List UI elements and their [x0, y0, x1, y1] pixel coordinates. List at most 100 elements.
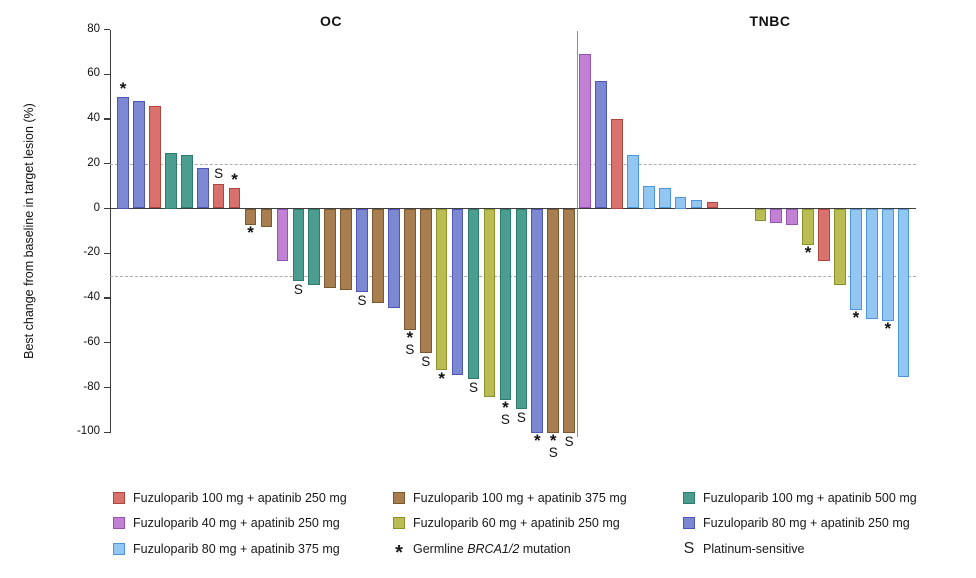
bar-annotation: * [120, 80, 127, 97]
bar-annotation: * [884, 319, 892, 339]
y-axis-tick-label: 0 [93, 201, 100, 214]
legend-label: Fuzuloparib 80 mg + apatinib 375 mg [133, 541, 340, 556]
platinum-sensitive-mark: S [357, 293, 367, 309]
patient-bar [324, 209, 336, 288]
bar-annotation: * [438, 370, 445, 387]
patient-bar [228, 188, 241, 209]
patient-bar [499, 209, 512, 400]
patient-bar [467, 209, 480, 380]
y-axis-tick-label: 60 [87, 67, 100, 80]
patient-bar [404, 209, 416, 331]
legend-label: Fuzuloparib 100 mg + apatinib 250 mg [133, 490, 347, 505]
patient-bar [260, 209, 273, 228]
y-axis-tick [103, 73, 110, 75]
y-axis-line [109, 29, 111, 433]
patient-bar [706, 201, 719, 209]
platinum-sensitive-mark: S [564, 434, 574, 450]
bar-annotation: S [294, 283, 303, 297]
patient-bar [133, 101, 145, 209]
y-axis-tick-label: -60 [83, 335, 100, 348]
brca-mutation-mark: * [533, 431, 541, 451]
patient-bar [563, 209, 575, 434]
legend-item-fuzu100-apa500: Fuzuloparib 100 mg + apatinib 500 mg [683, 489, 953, 506]
patient-bar [595, 80, 607, 209]
legend-swatch-teal [683, 491, 695, 504]
y-axis-tick-label: 80 [87, 22, 100, 35]
legend-label: Platinum-sensitive [703, 541, 805, 556]
legend: Fuzuloparib 100 mg + apatinib 250 mg Fuz… [113, 489, 953, 564]
patient-bar [435, 209, 448, 371]
legend-label: Fuzuloparib 100 mg + apatinib 375 mg [413, 490, 627, 505]
patient-bar [658, 188, 671, 209]
legend-item-fuzu40-apa250: Fuzuloparib 40 mg + apatinib 250 mg [113, 515, 393, 532]
patient-bar [372, 209, 384, 304]
patient-bar [181, 154, 193, 209]
platinum-sensitive-mark: S [293, 282, 303, 297]
legend-swatch-orchid [113, 517, 125, 529]
y-axis-tick [103, 297, 110, 299]
asterisk-icon: * [395, 541, 403, 564]
patient-bar [196, 168, 209, 209]
y-axis-tick-label: -40 [83, 291, 100, 303]
patient-bar [212, 183, 225, 209]
bar-annotation: * [853, 309, 860, 326]
bar-annotation: * S [500, 397, 510, 427]
legend-label: Fuzuloparib 40 mg + apatinib 250 mg [133, 516, 340, 530]
brca-mutation-mark: * [502, 397, 509, 417]
reference-dashed-line [110, 275, 916, 277]
patient-bar [866, 209, 878, 320]
patient-bar [165, 152, 177, 209]
legend-label: Fuzuloparib 100 mg + apatinib 500 mg [703, 490, 917, 505]
patient-bar [356, 209, 368, 293]
legend-swatch-lightblue [113, 542, 125, 555]
patient-bar [834, 209, 846, 286]
legend-swatch-red [113, 491, 125, 504]
bar-annotation: * S [405, 329, 415, 358]
panel-separator-line [577, 31, 578, 437]
patient-bar [531, 209, 544, 434]
panel-title-oc: OC [320, 13, 342, 29]
y-axis-tick [103, 386, 110, 389]
legend-item-fuzu100-apa250: Fuzuloparib 100 mg + apatinib 250 mg [113, 489, 393, 506]
bar-annotation: S [421, 354, 430, 369]
patient-bar [897, 209, 910, 378]
legend-item-brca-mutation: * Germline BRCA1/2 mutation [393, 540, 683, 564]
y-axis-tick-label: -20 [83, 246, 100, 259]
patient-bar [643, 186, 655, 209]
patient-bar [292, 209, 305, 281]
platinum-sensitive-mark: S [516, 409, 526, 425]
patient-bar [117, 96, 129, 209]
reference-dashed-line [110, 163, 916, 165]
brca-mutation-mark: * [884, 319, 892, 339]
bar-annotation: S [565, 435, 574, 449]
platinum-sensitive-mark: S [405, 342, 415, 358]
patient-bar [690, 199, 703, 209]
legend-swatch-brown [393, 491, 405, 504]
legend-item-platinum-sensitive: S Platinum-sensitive [683, 540, 953, 557]
brca-mutation-mark: * [231, 170, 238, 190]
patient-bar [818, 209, 830, 261]
legend-item-fuzu100-apa375: Fuzuloparib 100 mg + apatinib 375 mg [393, 489, 683, 506]
legend-label: Fuzuloparib 60 mg + apatinib 250 mg [413, 516, 620, 530]
platinum-sensitive-mark: S [214, 165, 224, 181]
patient-bar [627, 154, 639, 209]
y-axis-tick [103, 431, 110, 433]
legend-label: Fuzuloparib 80 mg + apatinib 250 mg [703, 516, 910, 530]
bar-annotation: * [533, 431, 541, 451]
y-axis-title: Best change from baseline in target lesi… [22, 103, 36, 359]
legend-item-fuzu80-apa375: Fuzuloparib 80 mg + apatinib 375 mg [113, 540, 393, 557]
patient-bar [149, 105, 161, 209]
brca-mutation-mark: * [247, 223, 254, 243]
patient-bar [483, 209, 496, 398]
platinum-sensitive-mark: S [548, 445, 558, 461]
patient-bar [547, 209, 559, 434]
panel-title-tnbc: TNBC [749, 13, 791, 29]
patient-bar [515, 209, 528, 409]
patient-bar [770, 209, 783, 223]
y-axis-tick [103, 342, 110, 344]
patient-bar [340, 209, 352, 290]
brca-mutation-mark: * [804, 243, 812, 263]
patient-bar [451, 209, 464, 375]
legend-label: Germline BRCA1/2 mutation [413, 541, 571, 556]
platinum-sensitive-mark: S [500, 411, 510, 427]
